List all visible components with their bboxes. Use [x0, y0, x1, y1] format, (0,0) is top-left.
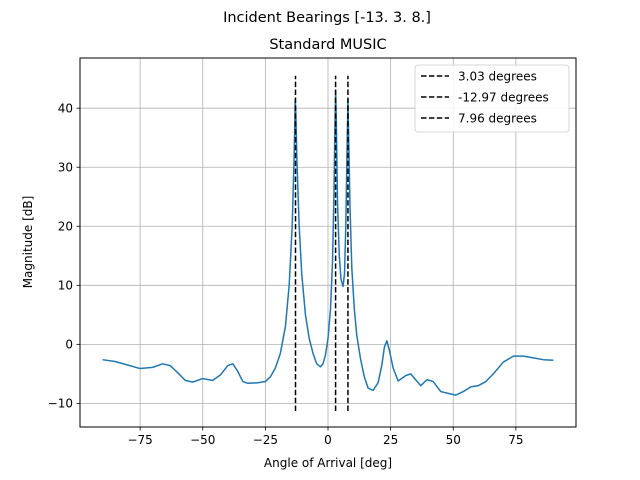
chart-title: Standard MUSIC: [269, 37, 386, 53]
x-tick-label: −75: [127, 433, 152, 447]
y-tick-label: −10: [48, 397, 73, 411]
x-tick-label: −50: [190, 433, 215, 447]
figure-suptitle: Incident Bearings [-13. 3. 8.]: [223, 10, 431, 26]
y-tick-label: 10: [58, 279, 73, 293]
x-tick-label: 50: [446, 433, 461, 447]
legend-entry: 3.03 degrees: [458, 70, 537, 84]
y-tick-label: 0: [65, 338, 73, 352]
y-axis-label: Magnitude [dB]: [21, 196, 35, 289]
plot-area: −75 −50 −25 0 25 50 75 −10 0 10 20 30 40 3.03 degre…: [48, 57, 577, 447]
x-tick-label: 25: [383, 433, 398, 447]
x-tick-label: −25: [253, 433, 278, 447]
spectrum-line: [102, 89, 554, 396]
y-tick-label: 40: [58, 101, 73, 115]
legend-entry: 7.96 degrees: [458, 112, 537, 126]
x-tick-label: 75: [508, 433, 523, 447]
y-tick-label: 20: [58, 220, 73, 234]
x-ticks: −75 −50 −25 0 25 50 75: [127, 427, 524, 447]
x-tick-label: 0: [324, 433, 332, 447]
y-tick-label: 30: [58, 161, 73, 175]
legend-box: [414, 64, 570, 133]
y-ticks: −10 0 10 20 30 40: [48, 101, 80, 411]
x-axis-label: Angle of Arrival [deg]: [264, 456, 392, 470]
legend: 3.03 degrees -12.97 degrees 7.96 degrees: [414, 64, 570, 133]
vline-layer: [294, 75, 349, 412]
series-layer: [102, 89, 554, 396]
legend-entry: -12.97 degrees: [458, 91, 549, 105]
